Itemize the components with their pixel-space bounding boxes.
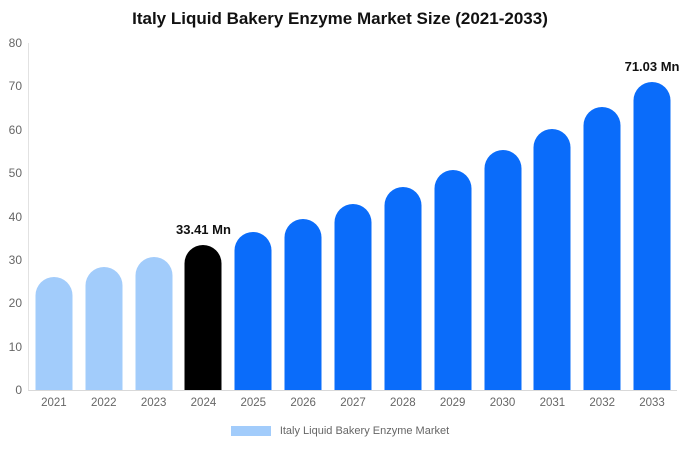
- x-tick-label-2032: 2032: [589, 397, 615, 409]
- bar-slot-2027: 2027: [328, 43, 378, 409]
- y-tick-label-40: 40: [8, 209, 22, 224]
- legend: Italy Liquid Bakery Enzyme Market: [0, 425, 680, 437]
- x-tick-label-2028: 2028: [390, 397, 416, 409]
- bar-2028: [384, 187, 422, 390]
- bar-slot-2031: 2031: [527, 43, 577, 409]
- bar-2022: [85, 267, 123, 390]
- bar-slot-2026: 2026: [278, 43, 328, 409]
- bar-2027: [334, 203, 372, 390]
- y-tick-label-10: 10: [8, 339, 22, 354]
- bar-slot-2023: 2023: [129, 43, 179, 409]
- x-tick-label-2031: 2031: [539, 397, 566, 409]
- legend-label: Italy Liquid Bakery Enzyme Market: [279, 425, 450, 437]
- x-tick-label-2024: 2024: [190, 397, 217, 409]
- bar-slot-2021: 2021: [29, 43, 79, 409]
- bar-2021: [35, 277, 73, 390]
- chart-title: Italy Liquid Bakery Enzyme Market Size (…: [132, 9, 548, 28]
- x-tick-label-2021: 2021: [41, 397, 67, 409]
- y-tick-label-20: 20: [8, 296, 22, 311]
- x-tick-label-2025: 2025: [240, 397, 267, 409]
- bar-slot-2022: 2022: [79, 43, 129, 409]
- x-tick-label-2033: 2033: [639, 397, 665, 409]
- data-label-2024: 33.41 Mn: [175, 222, 231, 238]
- y-tick-label-70: 70: [8, 79, 22, 94]
- bar-slot-2032: 2032: [577, 43, 627, 409]
- bar-slot-2030: 2030: [478, 43, 528, 409]
- bar-slot-2025: 2025: [228, 43, 278, 409]
- bar-2025: [234, 232, 272, 390]
- legend-swatch: [230, 426, 271, 436]
- bar-2033: [633, 81, 671, 390]
- plot-area: 2021 2022 2023 33.41 Mn 2024 2025 2026 2027 2028…: [28, 43, 680, 409]
- y-tick-label-30: 30: [8, 252, 22, 267]
- x-tick-label-2022: 2022: [90, 397, 117, 409]
- bar-2031: [533, 129, 571, 390]
- bar-series: 2021 2022 2023 33.41 Mn 2024 2025 2026 2027 2028…: [29, 43, 680, 409]
- bar-slot-2028: 2028: [378, 43, 428, 409]
- bar-2029: [434, 169, 472, 390]
- y-tick-label-60: 60: [8, 122, 22, 137]
- x-tick-label-2029: 2029: [439, 397, 466, 409]
- x-tick-label-2027: 2027: [340, 397, 366, 409]
- bar-slot-2029: 2029: [428, 43, 478, 409]
- x-tick-label-2026: 2026: [290, 397, 316, 409]
- bar-slot-2024: 33.41 Mn 2024: [175, 43, 231, 409]
- bar-slot-2033: 71.03 Mn 2033: [624, 43, 680, 409]
- bar-2030: [484, 150, 522, 390]
- data-label-2033: 71.03 Mn: [624, 58, 680, 74]
- bar-2032: [583, 106, 621, 390]
- x-tick-label-2023: 2023: [140, 397, 167, 409]
- y-tick-label-50: 50: [8, 166, 22, 181]
- bar-2026: [284, 218, 322, 390]
- y-tick-label-80: 80: [8, 36, 22, 50]
- bar-2023: [135, 256, 173, 390]
- x-tick-label-2030: 2030: [489, 397, 516, 409]
- bar-2024: [184, 245, 222, 390]
- y-tick-label-0: 0: [15, 383, 22, 397]
- y-axis: 0 10 20 30 40 50 60 70 80: [0, 36, 22, 397]
